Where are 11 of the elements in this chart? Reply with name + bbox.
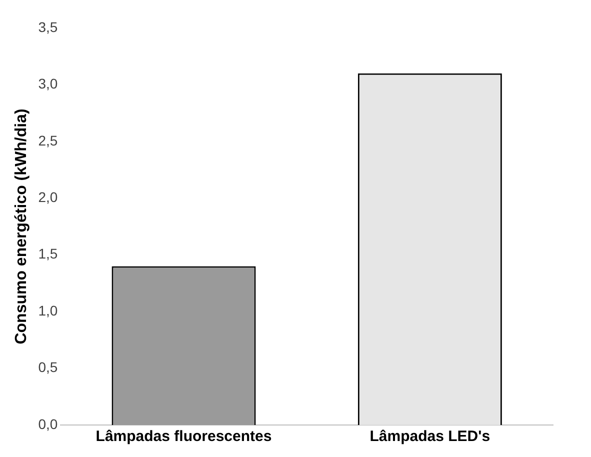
y-tick-label: 0,5 [38,359,58,376]
y-tick-label: 1,5 [38,246,58,262]
y-tick-label: 3,0 [38,76,58,92]
y-tick-label: 3,5 [38,18,58,35]
y-tick-label: 2,5 [38,132,58,148]
y-tick-label: 0,0 [38,416,58,432]
y-tick-label: 2,0 [38,189,58,205]
y-tick-label: 1,0 [38,302,58,318]
y-axis-title: Consumo energético (kWh/dia) [13,108,30,344]
x-tick-label: Lâmpadas fluorescentes [96,428,272,446]
x-tick-label: Lâmpadas LED's [370,428,490,446]
